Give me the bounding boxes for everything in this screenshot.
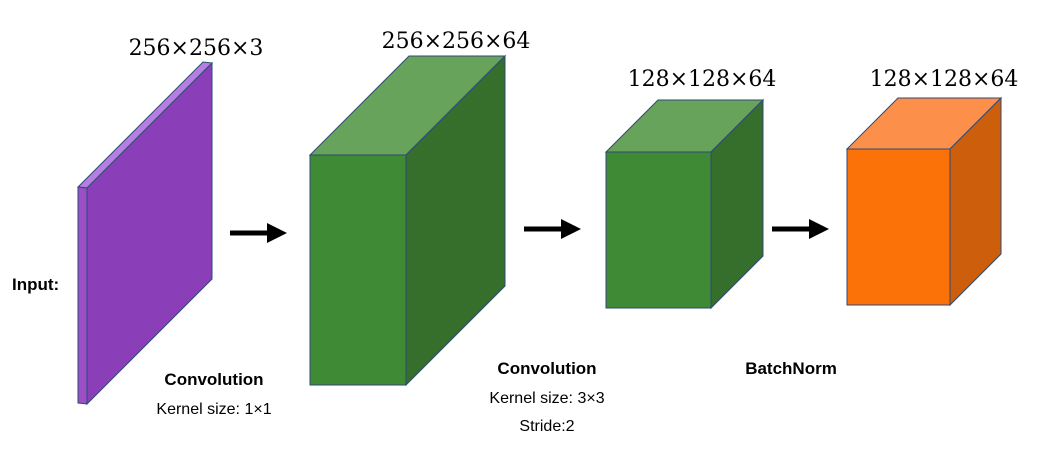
conv1-output-block [308,54,507,387]
conv2-title: Convolution [497,359,596,378]
conv1-dims-label: 256×256×64 [382,29,531,54]
conv2-output-block [604,98,765,310]
input-dims-label: 256×256×3 [129,36,264,61]
conv1-kernel-detail: Kernel size: 1×1 [156,401,271,418]
input-tensor-block [76,61,214,406]
conv2-dims-label: 128×128×64 [628,67,777,92]
conv2-kernel-detail: Kernel size: 3×3 [489,390,604,407]
conv1-block-front [309,154,407,386]
conv2-block-front [605,151,712,309]
batchnorm-block-front [846,148,951,306]
input-block-front [77,186,88,405]
conv2-stride-detail: Stride:2 [519,418,574,435]
batchnorm-title: BatchNorm [745,359,837,378]
conv1-title: Convolution [164,370,263,389]
input-label: Input: [12,275,59,294]
batchnorm-output-block [845,96,1003,307]
batchnorm-dims-label: 128×128×64 [870,67,1019,92]
input-block-side [86,61,213,406]
